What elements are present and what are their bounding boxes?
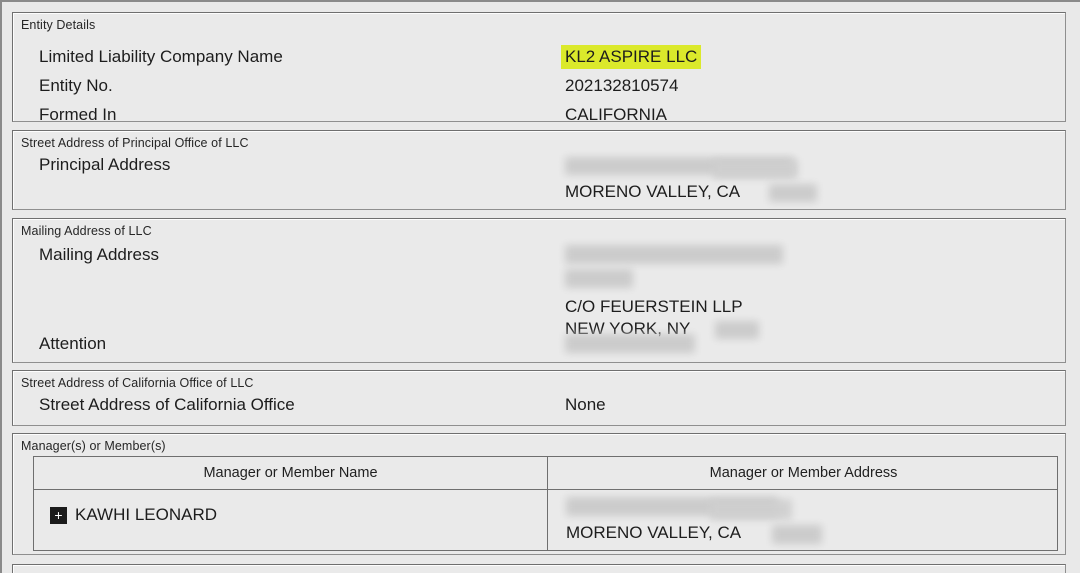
redacted-mailing-zip xyxy=(715,321,759,339)
label-attention: Attention xyxy=(39,334,107,353)
section-mailing-address: Mailing Address of LLC Mailing Address C… xyxy=(12,218,1066,363)
column-header-name: Manager or Member Name xyxy=(203,465,378,481)
redacted-member-street-tail xyxy=(710,499,792,520)
section-entity-details: Entity Details Limited Liability Company… xyxy=(12,12,1066,124)
member-city-state: MORENO VALLEY, CA xyxy=(566,523,742,542)
value-company-name: KL2 ASPIRE LLC xyxy=(561,45,702,69)
company-name-highlight: KL2 ASPIRE LLC xyxy=(561,45,702,69)
value-principal-city-state: MORENO VALLEY, CA xyxy=(565,182,741,201)
redacted-member-zip xyxy=(772,525,822,544)
label-formed-in: Formed In xyxy=(39,105,117,124)
row-formed-in: Formed In CALIFORNIA xyxy=(13,105,1065,134)
redacted-principal-zip xyxy=(769,184,817,202)
value-mailing-line-4: NEW YORK, NY xyxy=(565,319,691,338)
row-california-office-address: Street Address of California Office None xyxy=(13,395,1065,424)
column-header-address: Manager or Member Address xyxy=(709,465,898,481)
member-name: KAWHI LEONARD xyxy=(75,505,218,524)
row-attention: Attention xyxy=(13,334,1065,363)
section-title-entity-details: Entity Details xyxy=(21,18,96,32)
label-principal-address: Principal Address xyxy=(39,155,171,174)
value-entity-no: 202132810574 xyxy=(565,76,679,95)
row-principal-address: Principal Address xyxy=(13,155,1065,184)
section-california-office: Street Address of California Office of L… xyxy=(12,370,1066,426)
section-managers-members: Manager(s) or Member(s) Manager or Membe… xyxy=(12,433,1066,555)
redacted-mailing-line-1 xyxy=(565,245,783,264)
table-column-divider-body xyxy=(547,490,548,550)
redacted-attention-value xyxy=(565,334,695,353)
table-header-row: Manager or Member Name Manager or Member… xyxy=(34,457,1057,490)
section-principal-office: Street Address of Principal Office of LL… xyxy=(12,130,1066,210)
row-entity-no: Entity No. 202132810574 xyxy=(13,76,1065,105)
row-mailing-address: Mailing Address xyxy=(13,245,1065,274)
row-company-name: Limited Liability Company Name KL2 ASPIR… xyxy=(13,45,1065,76)
label-california-office-address: Street Address of California Office xyxy=(39,395,295,414)
redacted-principal-street-tail xyxy=(713,159,798,179)
table-row: + KAWHI LEONARD MORENO VALLEY, CA xyxy=(34,490,1057,550)
managers-members-table: Manager or Member Name Manager or Member… xyxy=(33,456,1058,551)
section-title-managers-members: Manager(s) or Member(s) xyxy=(21,439,166,453)
label-company-name: Limited Liability Company Name xyxy=(39,47,283,66)
label-entity-no: Entity No. xyxy=(39,76,113,95)
expand-plus-icon[interactable]: + xyxy=(50,507,67,524)
label-mailing-address: Mailing Address xyxy=(39,245,160,264)
redacted-mailing-line-2 xyxy=(565,269,633,288)
table-column-divider-header xyxy=(547,457,548,489)
value-california-office-address: None xyxy=(565,395,606,414)
value-mailing-line-3: C/O FEUERSTEIN LLP xyxy=(565,297,743,316)
section-title-california-office: Street Address of California Office of L… xyxy=(21,376,254,390)
section-next-partial xyxy=(12,564,1066,573)
value-formed-in: CALIFORNIA xyxy=(565,105,668,124)
section-title-mailing-address: Mailing Address of LLC xyxy=(21,224,152,238)
section-title-principal-office: Street Address of Principal Office of LL… xyxy=(21,136,249,150)
